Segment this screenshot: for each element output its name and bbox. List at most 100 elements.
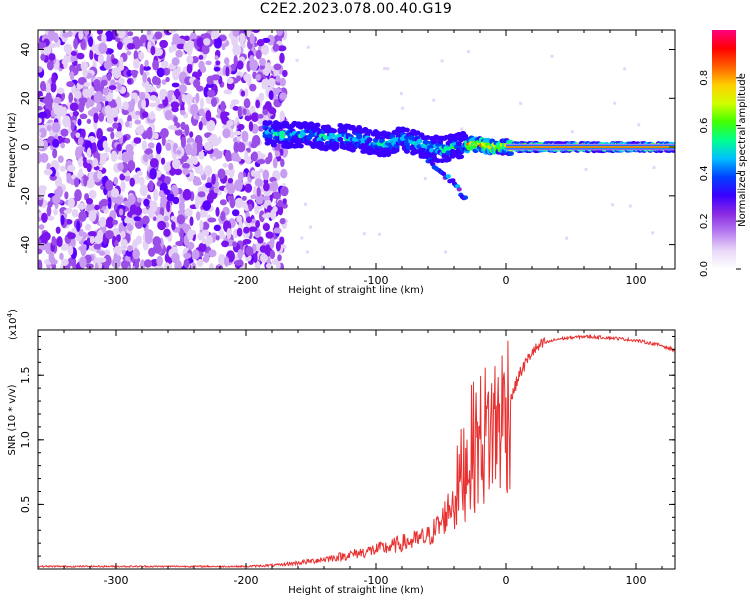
spectrogram-cell — [299, 132, 306, 138]
spectrogram-cell — [115, 96, 122, 107]
spectrogram-cell — [142, 72, 147, 83]
spectrogram-cell — [176, 38, 186, 45]
spectrogram-cell — [277, 45, 287, 52]
spectrogram-cell — [273, 191, 282, 200]
spectrogram-cell — [70, 55, 76, 63]
spectrogram-cell — [198, 168, 205, 176]
spectrogram-cell — [144, 59, 149, 67]
spectrogram-image — [38, 30, 675, 269]
spectrogram-cell — [264, 78, 269, 90]
spectrogram-cell — [66, 175, 73, 184]
spectrogram-cell — [241, 130, 249, 143]
spectrogram-cell — [403, 127, 410, 133]
spectrogram-cell — [265, 231, 274, 239]
spectrogram-cell — [198, 108, 205, 117]
spectrogram-cell — [171, 57, 180, 66]
spectrogram-cell — [93, 243, 101, 250]
x-tick-label: -200 — [234, 274, 259, 287]
spectrogram-cell — [279, 218, 286, 225]
spectrogram-cell — [105, 179, 114, 192]
x-tick-label: -300 — [104, 274, 129, 287]
spectrogram-cell — [142, 215, 150, 225]
spectrogram-cell — [143, 259, 153, 268]
spectrogram-cell — [224, 149, 232, 162]
spectrogram-cell — [112, 67, 122, 79]
colorbar-ticks: 0.0 0.2 0.4 0.6 0.8 — [699, 70, 741, 277]
spectrogram-cell — [53, 96, 62, 105]
spectrogram-cell — [428, 143, 435, 149]
spectrogram-cell — [198, 150, 205, 160]
spectrogram-cell — [186, 55, 194, 65]
spectrogram-cell — [652, 166, 656, 170]
spectrogram-cell — [86, 118, 92, 124]
spectrogram-cell — [38, 111, 48, 118]
spectrogram-cell — [262, 169, 270, 181]
spectrogram-cell — [265, 156, 271, 165]
spectrogram-cell — [80, 243, 87, 257]
spectrogram-cell — [628, 204, 632, 208]
spectrogram-cell — [73, 38, 79, 50]
spectrogram-cell — [119, 56, 124, 68]
spectrogram-cell — [462, 133, 469, 139]
spectrogram-cell — [203, 38, 211, 46]
spectrogram-cell — [242, 108, 247, 115]
spectrogram-cell — [88, 36, 94, 47]
spectrogram-cell — [47, 30, 56, 42]
spectrogram-cell — [120, 230, 126, 239]
spectrogram-cell — [181, 162, 190, 170]
spectrogram-cell — [170, 215, 177, 221]
spectrogram-cell — [117, 83, 122, 91]
spectrogram-cell — [249, 83, 257, 92]
spectrogram-cell — [565, 236, 569, 240]
snr-x-axis-label: Height of straight line (km) — [288, 585, 424, 596]
spectrogram-cell — [257, 236, 264, 244]
spectrogram-cell — [179, 236, 184, 245]
spectrogram-cell — [201, 229, 210, 237]
spectrogram-cell — [52, 194, 61, 205]
spectrogram-cell — [165, 76, 170, 83]
spectrogram-cell — [164, 262, 171, 269]
spectrogram-cell — [254, 178, 263, 188]
spectrogram-cell — [41, 85, 47, 91]
spectrogram-cell — [138, 91, 146, 101]
spectrogram-cell — [193, 79, 201, 89]
spectrogram-cell — [274, 150, 281, 157]
spectrogram-cell — [102, 87, 109, 96]
spectrogram-cell — [80, 61, 88, 71]
spectrogram-cell — [116, 41, 123, 50]
spectrogram-cell — [266, 34, 275, 46]
spectrogram-cell — [214, 55, 219, 61]
spectrogram-cell — [584, 167, 588, 171]
spectrogram-cell — [143, 198, 150, 207]
spectrogram-cell — [272, 206, 278, 213]
spectrogram-cell — [135, 110, 140, 116]
spectrogram-cell — [184, 208, 193, 217]
spectrogram-cell — [38, 151, 42, 164]
spectrogram-cell — [268, 107, 277, 115]
spectrogram-cell — [64, 191, 69, 200]
spectrogram-cell — [205, 82, 214, 88]
spectrogram-cell — [243, 73, 252, 83]
spectrogram-cell — [163, 215, 169, 222]
spectrogram-cell — [220, 211, 226, 222]
spectrogram-cell — [171, 221, 176, 231]
spectrogram-cell — [613, 101, 617, 105]
spectrogram-cell — [120, 239, 128, 247]
spectrogram-cell — [204, 141, 213, 151]
snr-panel: -300 -200 -100 0 100 0.5 1.0 1.5 Height of str… — [6, 309, 676, 596]
colorbar-tick-label: 0.0 — [699, 261, 710, 277]
spectrogram-cell — [250, 169, 256, 177]
spectrogram-cell — [124, 217, 130, 224]
spectrogram-cell — [93, 92, 102, 104]
spectrogram-cell — [269, 238, 275, 249]
y-tick-label: 1.5 — [19, 366, 32, 384]
spectrogram-cell — [251, 112, 259, 123]
spectrogram-cell — [127, 245, 133, 252]
spectrogram-cell — [165, 142, 172, 152]
spectrogram-cell — [249, 59, 259, 71]
spectrogram-cell — [183, 35, 191, 42]
spectrogram-cell — [228, 162, 234, 171]
spectrogram-cell — [38, 66, 43, 73]
spectrogram-cell — [244, 156, 252, 165]
spectrogram-cell — [255, 219, 261, 229]
